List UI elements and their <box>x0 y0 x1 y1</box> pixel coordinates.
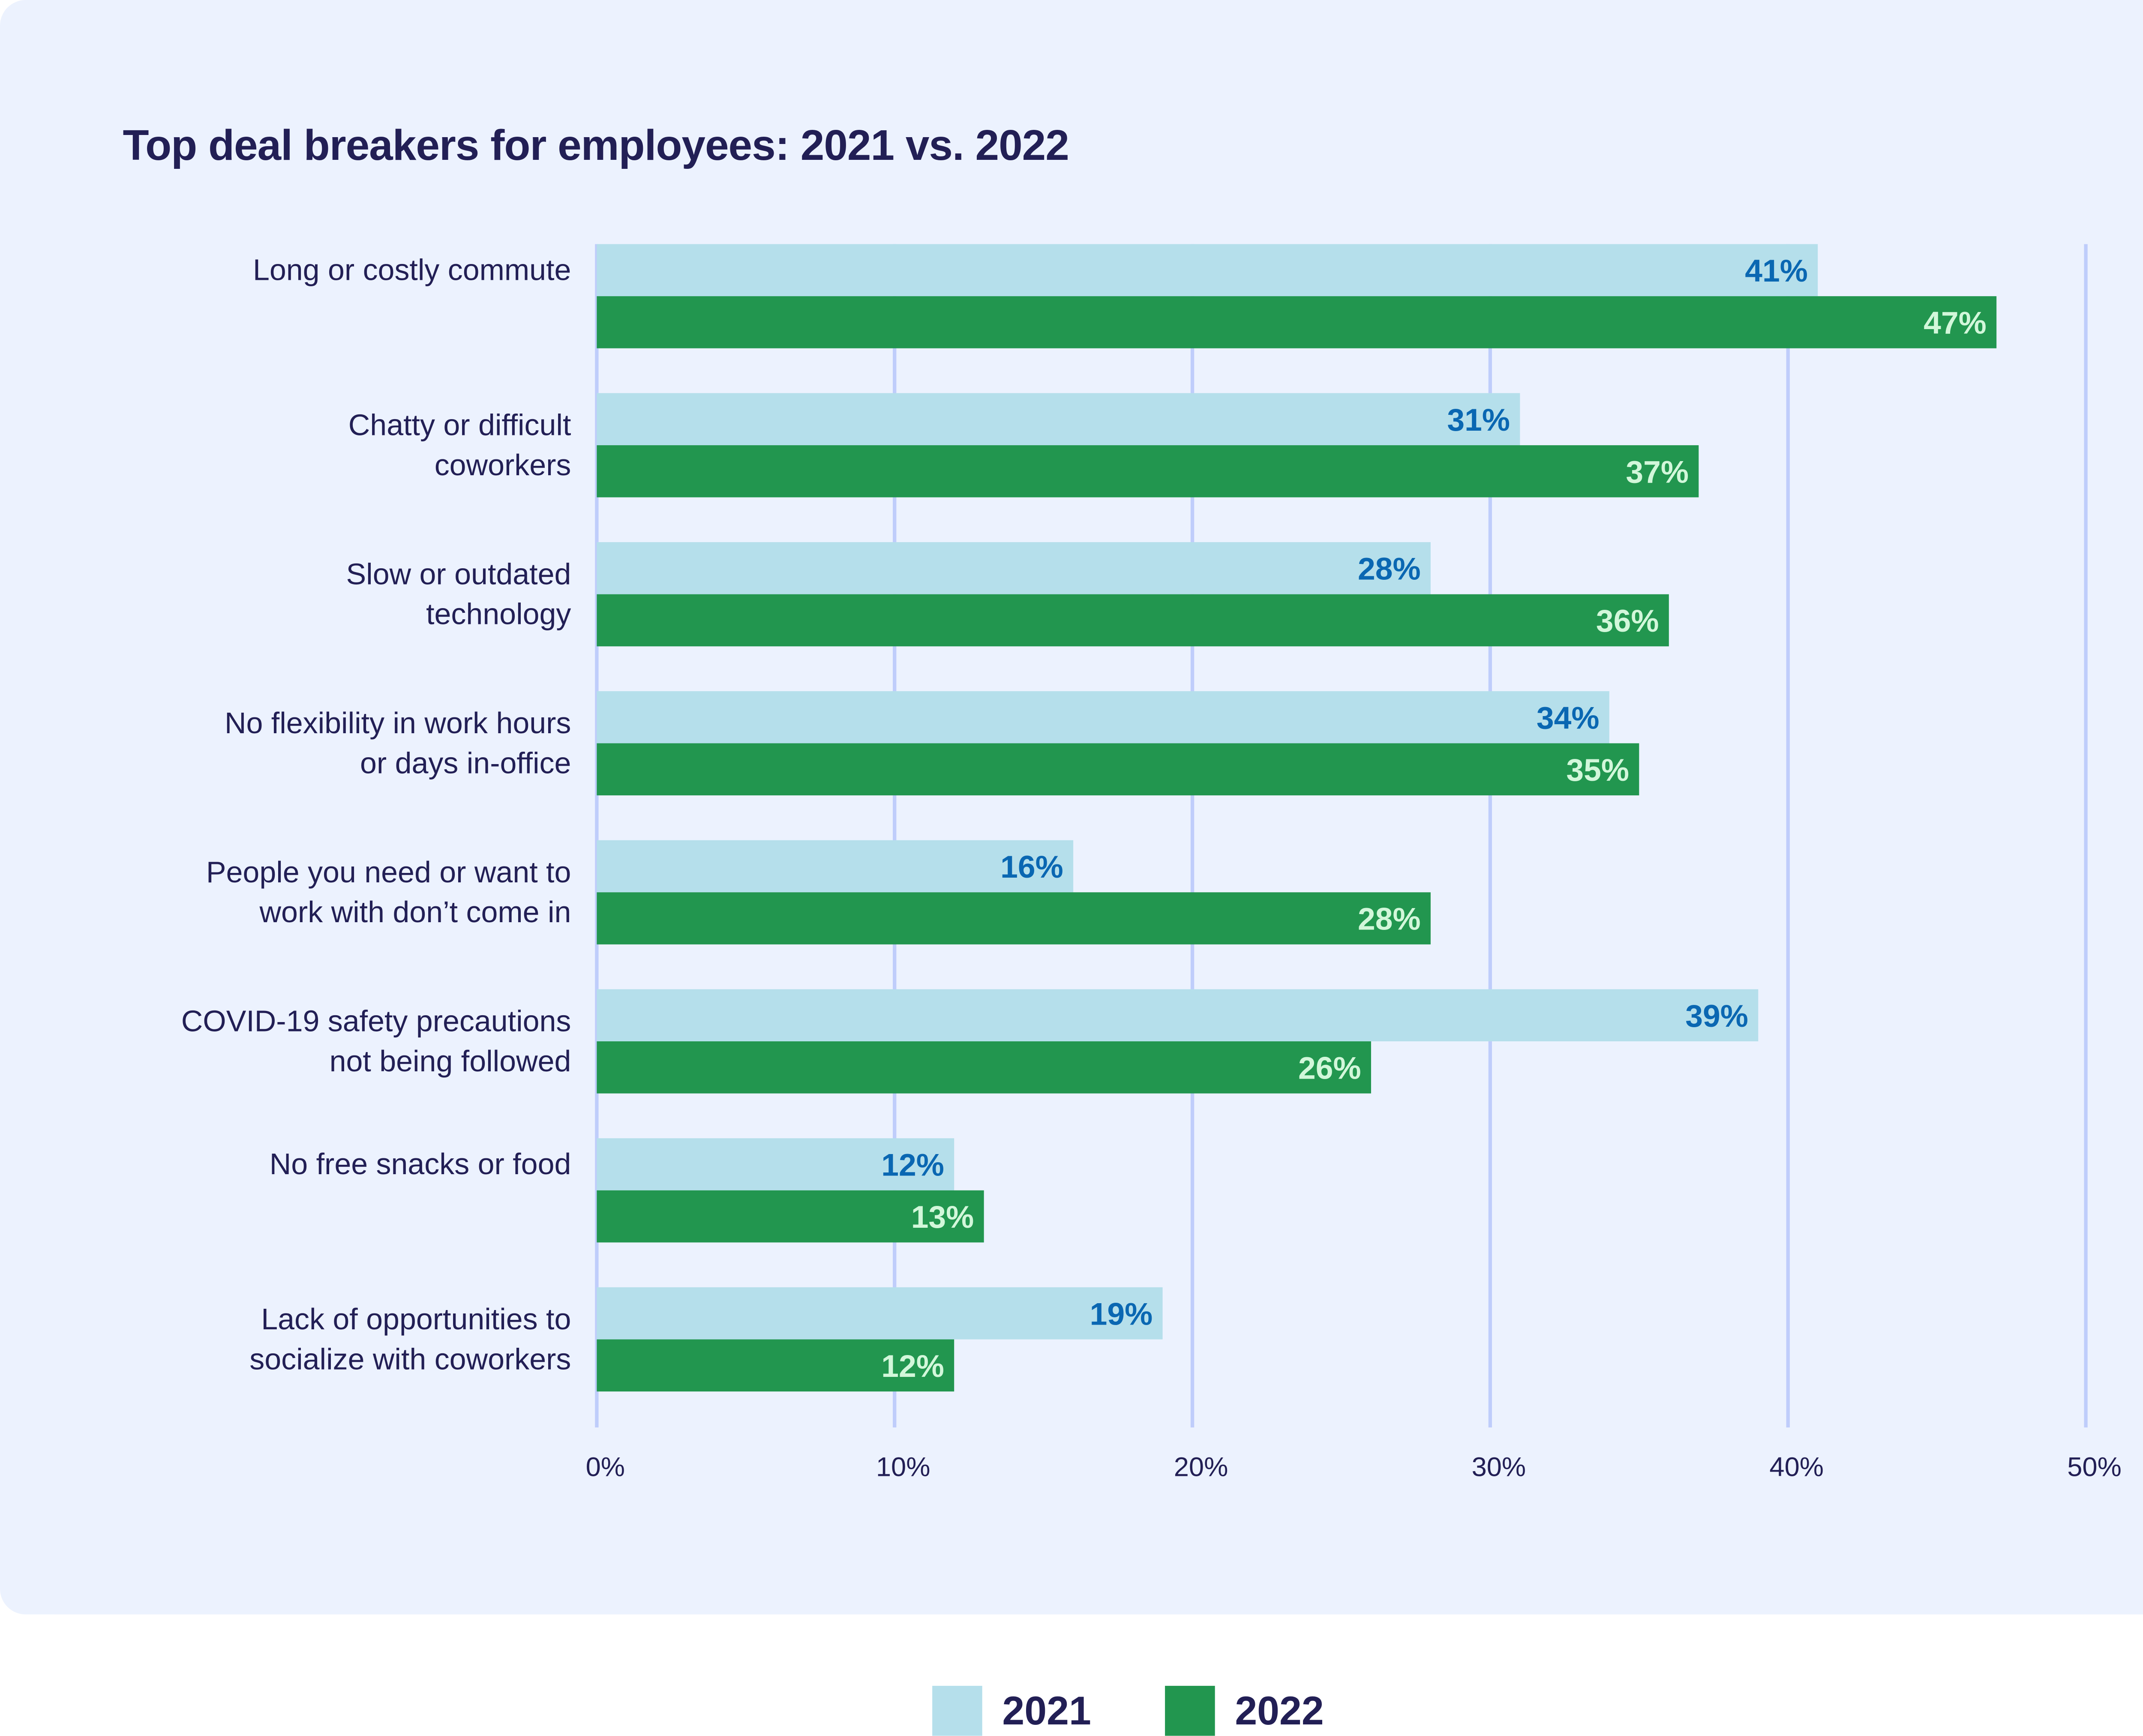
data-label-2021: 12% <box>881 1148 944 1183</box>
data-label-2022: 37% <box>1626 454 1689 489</box>
legend-item-2021: 2021 <box>932 1685 1091 1736</box>
bar-2021 <box>597 1138 954 1190</box>
chart-title: Top deal breakers for employees: 2021 vs… <box>123 123 1069 170</box>
category-label: No flexibility in work hours <box>225 706 571 740</box>
category-label: No free snacks or food <box>270 1147 571 1181</box>
bar-2021 <box>597 393 1520 445</box>
data-label-2021: 31% <box>1447 402 1510 438</box>
data-label-2021: 41% <box>1745 253 1808 288</box>
category-label: or days in-office <box>360 746 571 780</box>
bar-2022 <box>597 743 1639 796</box>
category-label: work with don’t come in <box>259 895 571 929</box>
data-label-2022: 47% <box>1924 306 1987 341</box>
legend-swatch-2022 <box>1165 1685 1215 1736</box>
bar-2022 <box>597 594 1669 647</box>
bar-chart-plot: 0% 10% 20% 30% 40% 50% 41% 47% Long or costly co… <box>181 244 2122 1482</box>
category-label: Chatty or difficult <box>348 408 571 442</box>
data-label-2021: 16% <box>1000 849 1063 884</box>
bar-2022 <box>597 892 1431 944</box>
category-label: COVID-19 safety precautions <box>181 1004 571 1038</box>
category-label: coworkers <box>435 448 571 482</box>
category-label: Long or costly commute <box>253 253 571 287</box>
data-label-2022: 28% <box>1358 902 1421 937</box>
bar-2021 <box>597 244 1818 297</box>
legend-swatch-2021 <box>932 1685 982 1736</box>
bar-2022 <box>597 1339 954 1392</box>
x-tick-label: 50% <box>2067 1452 2122 1482</box>
x-tick-label: 40% <box>1769 1452 1824 1482</box>
category-label: Slow or outdated <box>346 557 571 591</box>
data-label-2022: 36% <box>1596 603 1659 639</box>
data-label-2021: 28% <box>1358 552 1421 587</box>
bar-2021 <box>597 542 1431 594</box>
bar-2022 <box>597 1041 1371 1094</box>
data-label-2021: 19% <box>1090 1296 1153 1331</box>
bar-2021 <box>597 691 1609 744</box>
legend: 2021 2022 <box>0 1614 2143 1736</box>
bar-2021 <box>597 1287 1163 1340</box>
x-tick-label: 10% <box>876 1452 930 1482</box>
bar-2022 <box>597 1190 984 1243</box>
category-label: Lack of opportunities to <box>261 1302 571 1336</box>
data-label-2021: 34% <box>1537 700 1600 735</box>
category-label: technology <box>426 597 571 631</box>
data-label-2022: 26% <box>1298 1050 1361 1085</box>
bar-2021 <box>597 840 1074 893</box>
x-tick-label: 0% <box>586 1452 625 1482</box>
legend-label-2021: 2021 <box>1002 1688 1091 1733</box>
bar-2022 <box>597 296 1997 348</box>
legend-item-2022: 2022 <box>1165 1685 1324 1736</box>
data-label-2022: 35% <box>1566 753 1629 788</box>
legend-label-2022: 2022 <box>1235 1688 1324 1733</box>
category-label: People you need or want to <box>206 855 571 889</box>
x-tick-label: 20% <box>1174 1452 1228 1482</box>
data-label-2022: 13% <box>911 1199 974 1235</box>
bar-2021 <box>597 989 1759 1041</box>
x-tick-label: 30% <box>1472 1452 1526 1482</box>
data-label-2022: 12% <box>881 1349 944 1384</box>
category-label: socialize with coworkers <box>249 1342 571 1376</box>
bar-2022 <box>597 445 1699 498</box>
category-label: not being followed <box>330 1044 571 1078</box>
data-label-2021: 39% <box>1685 998 1748 1034</box>
